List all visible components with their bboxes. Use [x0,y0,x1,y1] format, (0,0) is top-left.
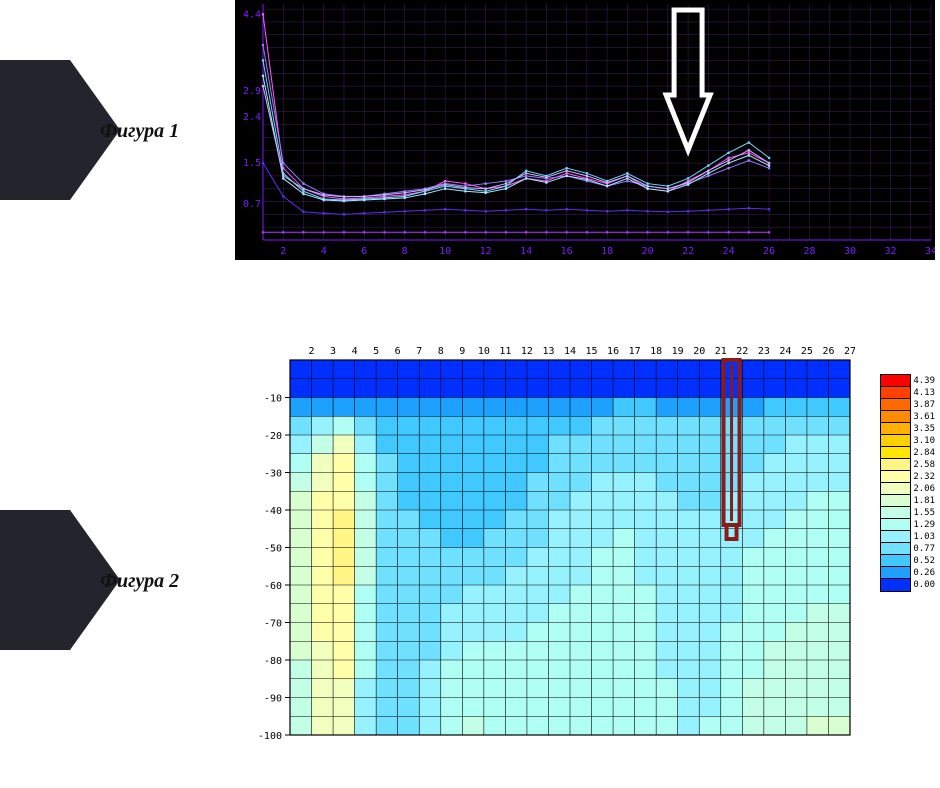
svg-text:2.9: 2.9 [243,86,261,97]
svg-text:2: 2 [280,246,286,257]
svg-text:10: 10 [478,346,490,357]
side-marker-2 [0,510,70,650]
svg-text:20: 20 [642,246,654,257]
svg-text:-30: -30 [264,469,282,480]
svg-text:14: 14 [520,246,532,257]
svg-text:-50: -50 [264,544,282,555]
figure-2-label: Фигура 2 [100,570,179,593]
svg-text:12: 12 [480,246,492,257]
svg-text:22: 22 [736,346,748,357]
svg-text:4.4: 4.4 [243,9,261,20]
svg-text:9: 9 [459,346,465,357]
svg-text:28: 28 [804,246,816,257]
svg-text:1.5: 1.5 [243,158,261,169]
svg-text:2: 2 [309,346,315,357]
svg-text:19: 19 [672,346,684,357]
svg-text:34: 34 [925,246,935,257]
figure-1-panel: 2468101214161820222426283032340.71.52.42… [235,0,935,260]
svg-text:4: 4 [321,246,327,257]
svg-text:16: 16 [607,346,619,357]
page-root: Фигура 1 2468101214161820222426283032340… [0,0,940,788]
svg-text:-90: -90 [264,694,282,705]
svg-text:16: 16 [561,246,573,257]
svg-text:17: 17 [629,346,641,357]
svg-text:-20: -20 [264,431,282,442]
svg-text:11: 11 [499,346,511,357]
svg-text:8: 8 [402,246,408,257]
svg-text:8: 8 [438,346,444,357]
svg-text:22: 22 [682,246,694,257]
svg-text:15: 15 [586,346,598,357]
svg-text:18: 18 [601,246,613,257]
figure-1-chart: 2468101214161820222426283032340.71.52.42… [235,0,935,260]
svg-text:3: 3 [330,346,336,357]
figure-2-panel: 2345678910111213141516171819202122232425… [235,335,935,745]
svg-text:-80: -80 [264,656,282,667]
side-marker-1 [0,60,70,200]
svg-text:7: 7 [416,346,422,357]
svg-text:14: 14 [564,346,576,357]
svg-text:24: 24 [723,246,735,257]
svg-text:25: 25 [801,346,813,357]
svg-text:27: 27 [844,346,855,357]
svg-text:6: 6 [361,246,367,257]
legend-swatch: 0.00 [880,579,935,591]
svg-text:26: 26 [763,246,775,257]
svg-text:26: 26 [822,346,834,357]
figure-2-chart: 2345678910111213141516171819202122232425… [235,335,855,745]
figure-2-legend: 4.394.133.873.613.353.102.842.582.322.06… [880,375,935,591]
svg-text:13: 13 [542,346,554,357]
svg-text:30: 30 [844,246,856,257]
svg-text:23: 23 [758,346,770,357]
svg-text:21: 21 [715,346,727,357]
svg-text:5: 5 [373,346,379,357]
svg-text:24: 24 [779,346,791,357]
svg-text:2.4: 2.4 [243,112,261,123]
svg-text:-60: -60 [264,581,282,592]
svg-text:18: 18 [650,346,662,357]
figure-1-label: Фигура 1 [100,120,179,143]
svg-text:-10: -10 [264,394,282,405]
svg-text:4: 4 [352,346,358,357]
svg-text:12: 12 [521,346,533,357]
svg-text:-70: -70 [264,619,282,630]
svg-text:32: 32 [884,246,896,257]
svg-text:0.7: 0.7 [243,199,261,210]
svg-text:-40: -40 [264,506,282,517]
svg-text:20: 20 [693,346,705,357]
svg-text:-100: -100 [258,731,282,742]
svg-text:10: 10 [439,246,451,257]
svg-text:6: 6 [395,346,401,357]
